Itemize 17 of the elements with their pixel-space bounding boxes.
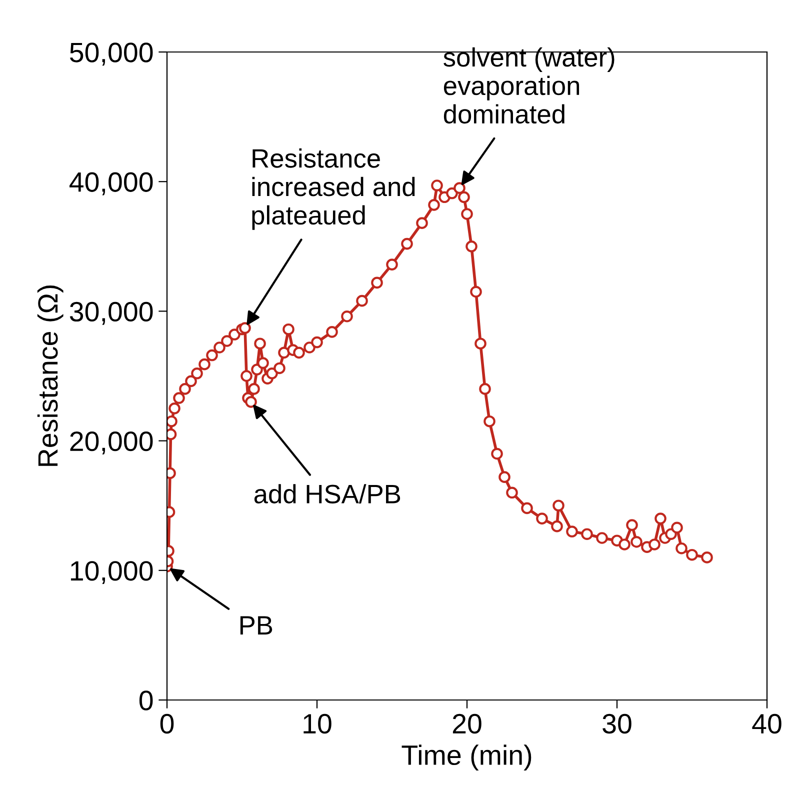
x-tick-label: 40 bbox=[752, 714, 782, 734]
y-tick-label: 50,000 bbox=[70, 42, 153, 66]
x-tick-label: 20 bbox=[452, 714, 482, 734]
annotation: PB bbox=[240, 616, 272, 634]
annotation: solvent (water) evaporation dominated bbox=[444, 47, 614, 124]
annotation: add HSA/PB bbox=[254, 484, 400, 504]
x-tick-label: 10 bbox=[304, 714, 332, 734]
y-tick-label: 20,000 bbox=[70, 431, 153, 454]
x-tick-label: 0 bbox=[160, 714, 174, 734]
y-tick-label: 40,000 bbox=[69, 172, 153, 196]
x-tick-label: 30 bbox=[602, 714, 632, 734]
annotation: Resistance increased and plateaued bbox=[252, 148, 415, 230]
y-tick-label: 10,000 bbox=[70, 561, 153, 584]
y-axis-title: Resistance (Ω) bbox=[37, 286, 64, 466]
y-tick-label: 30,000 bbox=[70, 302, 153, 325]
x-axis-title: Time (min) bbox=[402, 744, 532, 771]
y-tick-label: 0 bbox=[139, 690, 153, 710]
